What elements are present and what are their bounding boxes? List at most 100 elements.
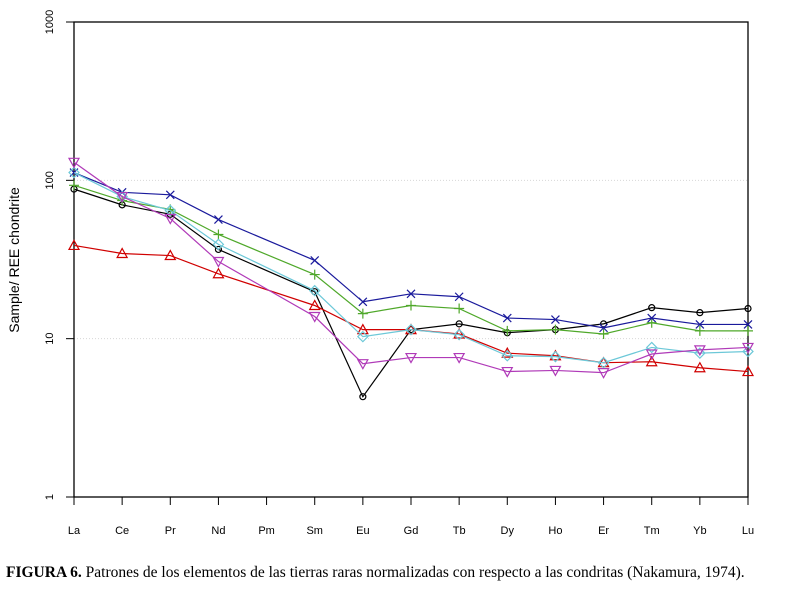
x-tick-label: Gd <box>404 525 419 537</box>
data-point-triangle-down <box>356 359 369 370</box>
x-tick-label: Tm <box>644 525 660 537</box>
data-point-triangle <box>116 247 129 259</box>
data-point-triangle <box>549 349 562 361</box>
data-point-circle <box>648 304 656 312</box>
data-point-cross <box>743 320 753 329</box>
x-tick-label: Sm <box>306 525 323 537</box>
data-point-cross <box>695 320 705 329</box>
data-point-plus <box>550 324 561 335</box>
data-point-circle <box>214 245 223 254</box>
figure-caption: FIGURA 6. Patrones de los elementos de l… <box>6 563 782 582</box>
data-point-cross <box>310 256 320 265</box>
data-point-triangle-down <box>164 213 177 225</box>
data-point-diamond <box>742 345 754 358</box>
data-point-diamond <box>549 350 562 363</box>
data-point-triangle <box>67 239 81 251</box>
data-point-plus <box>454 303 465 314</box>
data-point-triangle <box>164 249 177 261</box>
x-tick-label: Tb <box>453 525 466 537</box>
data-point-triangle-down <box>549 365 562 377</box>
data-point-diamond <box>501 349 514 362</box>
data-point-plus <box>694 325 705 336</box>
data-point-cross <box>406 289 416 299</box>
data-point-diamond <box>308 284 321 297</box>
data-point-diamond <box>645 341 658 354</box>
data-point-plus <box>502 325 513 336</box>
data-point-diamond <box>68 166 80 179</box>
gridlines <box>74 179 748 340</box>
data-point-cross <box>502 313 512 323</box>
data-point-diamond <box>164 204 177 217</box>
data-point-cross <box>551 315 560 325</box>
x-tick-label: Pm <box>258 525 275 537</box>
y-tick-label: 10 <box>44 333 56 345</box>
data-point-triangle <box>453 327 466 339</box>
series-magenta-triangles <box>67 157 755 379</box>
x-tick-label: Lu <box>742 525 754 537</box>
x-tick-label: La <box>68 525 81 537</box>
data-point-triangle-down <box>308 311 321 323</box>
data-point-cross <box>358 297 368 307</box>
x-tick-label: Ho <box>548 525 562 537</box>
data-point-circle <box>696 309 704 317</box>
data-point-triangle-down <box>741 342 755 354</box>
figure-caption-label: FIGURA 6. <box>6 564 82 581</box>
data-point-triangle <box>308 299 321 311</box>
data-point-circle <box>359 393 367 401</box>
data-point-diamond <box>453 328 465 341</box>
series-cyan-diamonds <box>68 166 754 369</box>
data-point-triangle-down <box>67 157 81 169</box>
data-point-cross <box>454 292 464 302</box>
data-point-triangle-down <box>116 191 129 203</box>
data-point-triangle-down <box>693 345 706 357</box>
data-point-triangle <box>404 323 418 335</box>
data-point-triangle <box>212 267 225 279</box>
x-tick-label: Pr <box>165 525 176 537</box>
data-point-plus <box>213 229 224 240</box>
data-point-circle <box>311 288 319 296</box>
data-point-plus <box>743 325 753 336</box>
data-point-triangle-down <box>645 349 658 361</box>
x-tick-label: Yb <box>693 525 706 537</box>
series-black-circles <box>70 185 752 401</box>
data-point-triangle-down <box>453 352 466 364</box>
x-tick-label: Dy <box>501 525 515 537</box>
x-axis: La Ce Pr Nd Pm Sm Eu Gd Tb Dy Ho Er Tm Yb Lu <box>68 497 754 537</box>
data-point-cross <box>599 323 608 333</box>
data-point-cross <box>165 190 175 200</box>
y-axis: 1 10 100 1000 <box>44 10 74 500</box>
data-point-triangle-down <box>597 368 610 379</box>
x-tick-label: Er <box>598 525 609 537</box>
series-line <box>73 171 748 329</box>
y-axis-title: Sample/ REE chondrite <box>6 187 22 333</box>
data-point-triangle <box>645 355 658 367</box>
data-point-diamond <box>597 356 610 369</box>
data-point-diamond <box>694 347 706 360</box>
y-tick-label: 1 <box>44 494 56 500</box>
series-line <box>73 184 748 335</box>
data-point-plus <box>309 269 320 280</box>
data-point-triangle <box>356 323 369 335</box>
series-line <box>73 161 749 374</box>
data-point-plus <box>646 317 657 328</box>
data-point-triangle <box>741 365 755 377</box>
data-point-triangle <box>693 361 706 373</box>
data-point-plus <box>598 329 609 340</box>
data-point-circle <box>599 320 608 328</box>
data-point-triangle-down <box>404 352 418 364</box>
x-tick-label: Eu <box>356 525 369 537</box>
data-point-circle <box>455 320 463 328</box>
data-point-diamond <box>405 323 417 336</box>
series-group <box>67 157 755 401</box>
data-point-diamond <box>357 330 369 343</box>
series-line <box>73 172 749 364</box>
series-line <box>73 188 749 398</box>
data-point-plus <box>69 180 79 191</box>
y-tick-label: 100 <box>44 171 56 189</box>
figure-caption-text: Patrones de los elementos de las tierras… <box>81 564 745 581</box>
data-point-cross <box>647 313 657 323</box>
x-tick-label: Nd <box>211 525 225 537</box>
x-tick-label: Ce <box>115 525 129 537</box>
data-point-circle <box>744 304 752 313</box>
